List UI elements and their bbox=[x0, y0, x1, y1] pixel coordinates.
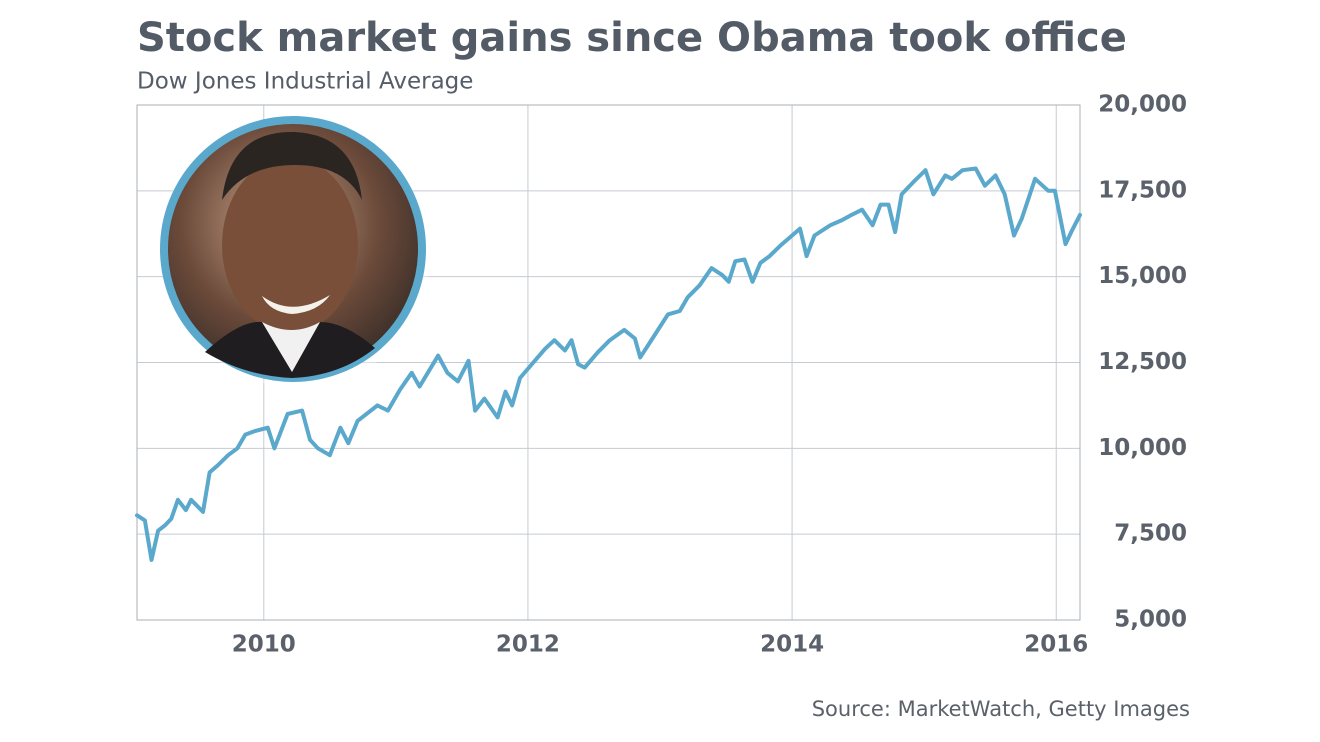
chart-subtitle: Dow Jones Industrial Average bbox=[137, 69, 473, 95]
x-tick-label: 2010 bbox=[232, 632, 296, 658]
y-tick-label: 17,500 bbox=[1098, 177, 1187, 203]
y-tick-label: 10,000 bbox=[1098, 435, 1187, 461]
data-line bbox=[135, 166, 1082, 562]
marks bbox=[135, 166, 1082, 562]
y-tick-label: 15,000 bbox=[1098, 263, 1187, 289]
source-note: Source: MarketWatch, Getty Images bbox=[812, 697, 1190, 721]
plot-frame bbox=[136, 104, 1081, 621]
y-tick-label: 5,000 bbox=[1114, 607, 1187, 633]
chart-title: Stock market gains since Obama took offi… bbox=[137, 15, 1127, 61]
y-tick-label: 20,000 bbox=[1098, 92, 1187, 118]
x-tick-label: 2014 bbox=[760, 632, 824, 658]
y-tick-label: 7,500 bbox=[1114, 521, 1187, 547]
x-tick-label: 2012 bbox=[496, 632, 560, 658]
portrait-photo bbox=[160, 116, 430, 388]
x-tick-label: 2016 bbox=[1024, 632, 1088, 658]
y-tick-label: 12,500 bbox=[1098, 349, 1187, 375]
